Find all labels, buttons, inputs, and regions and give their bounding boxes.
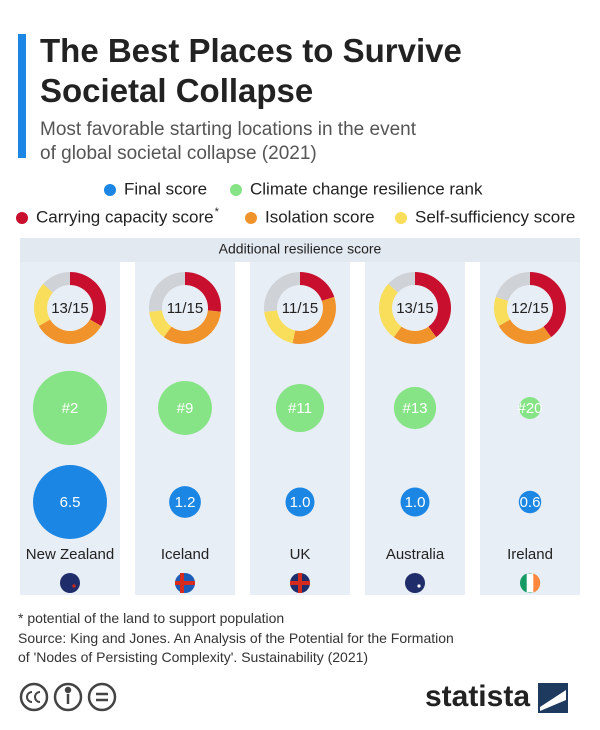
flag <box>526 573 534 593</box>
score-bubble <box>169 486 201 518</box>
score-bubble <box>285 487 315 517</box>
score-label: 1.2 <box>175 494 196 511</box>
category-label: Iceland <box>161 546 209 563</box>
donut-segment <box>292 296 337 344</box>
donut-segment <box>264 310 296 344</box>
legend-marker <box>104 184 116 196</box>
donut-segment <box>149 310 172 338</box>
subtitle: of global societal collapse (2021) <box>40 143 317 164</box>
donut-segment <box>70 272 106 326</box>
chart-title: The Best Places to Survive <box>40 32 462 69</box>
score-bubble <box>400 487 430 517</box>
donut-segment <box>530 272 567 338</box>
donut-remainder <box>264 272 300 312</box>
panel-label: Additional resilience score <box>219 241 382 257</box>
rank-label: #13 <box>402 400 427 417</box>
flag <box>417 584 421 588</box>
accent-bar <box>18 34 26 158</box>
donut-segment <box>38 319 102 344</box>
score-label: 0.6 <box>520 494 541 511</box>
panel-header <box>20 238 580 262</box>
brand-logo <box>538 683 568 713</box>
rank-label: #11 <box>288 400 312 417</box>
score-bubble <box>33 465 107 539</box>
legend-label: Climate change resilience rank <box>250 179 483 198</box>
flag <box>405 573 425 593</box>
flag <box>72 584 76 588</box>
flag <box>175 581 195 585</box>
donut-segment <box>498 319 552 344</box>
donut-label: 12/15 <box>511 300 549 317</box>
donut-label: 11/15 <box>282 300 318 317</box>
legend-marker <box>16 212 28 224</box>
donut-remainder <box>495 272 530 301</box>
donut-remainder <box>388 272 415 293</box>
donut-label: 11/15 <box>167 300 203 317</box>
score-label: 1.0 <box>290 494 311 511</box>
legend-note: * <box>215 206 220 218</box>
rank-label: #20 <box>517 400 542 417</box>
legend-label: Final score <box>124 179 207 198</box>
flag <box>60 573 80 593</box>
rank-label: #9 <box>177 400 194 417</box>
category-label: New Zealand <box>26 546 114 563</box>
donut-remainder <box>43 272 70 293</box>
donut-segment <box>185 272 222 312</box>
rank-bubble <box>275 383 325 433</box>
source: Source: King and Jones. An Analysis of t… <box>18 630 454 646</box>
category-label: Ireland <box>507 546 553 563</box>
donut-segment <box>415 272 451 338</box>
donut-segment <box>393 326 437 345</box>
flag <box>180 573 184 593</box>
score-bubble <box>518 490 542 514</box>
chart-title: Societal Collapse <box>40 72 313 109</box>
legend-label: Self-sufficiency score <box>415 207 575 226</box>
score-label: 1.0 <box>405 494 426 511</box>
subtitle: Most favorable starting locations in the… <box>40 119 417 140</box>
license-icons <box>19 682 117 712</box>
legend-marker <box>245 212 257 224</box>
donut-segment <box>494 296 511 326</box>
legend-label: Carrying capacity score <box>36 207 214 226</box>
flag <box>533 573 541 593</box>
rank-label: #2 <box>62 400 79 417</box>
flag <box>298 573 302 593</box>
legend-label: Isolation score <box>265 207 375 226</box>
footnote: * potential of the land to support popul… <box>18 610 284 626</box>
donut-segment <box>300 272 335 301</box>
donut-remainder <box>149 272 185 312</box>
donut-segment <box>163 310 221 345</box>
rank-bubble <box>519 397 541 419</box>
score-label: 6.5 <box>60 494 81 511</box>
donut-segment <box>34 283 53 326</box>
donut-segment <box>379 283 402 338</box>
legend-marker <box>230 184 242 196</box>
donut-label: 13/15 <box>51 300 89 317</box>
donut-label: 13/15 <box>396 300 434 317</box>
rank-bubble <box>393 386 437 430</box>
rank-bubble <box>32 370 108 446</box>
brand: statista <box>425 680 530 713</box>
category-label: UK <box>290 546 311 563</box>
legend-marker <box>395 212 407 224</box>
source: of 'Nodes of Persisting Complexity'. Sus… <box>18 649 368 665</box>
category-label: Australia <box>386 546 445 563</box>
rank-bubble <box>158 381 212 435</box>
